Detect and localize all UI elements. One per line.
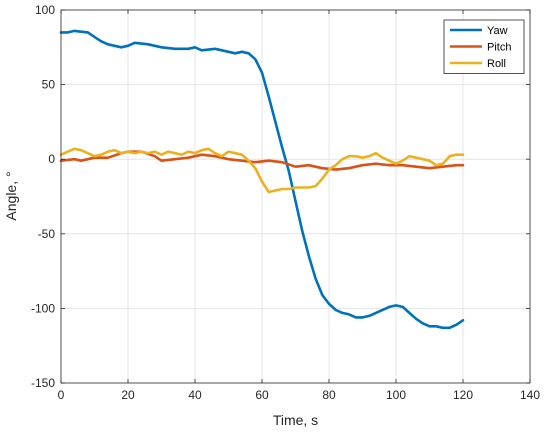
series-line-yaw <box>59 29 465 330</box>
x-tick-labels: 0 20 40 60 80 100 120 140 <box>58 388 541 402</box>
x-tick-label: 20 <box>121 388 135 402</box>
series-line-roll <box>59 147 465 194</box>
series-group <box>59 29 465 330</box>
y-tick-label: 0 <box>48 152 55 166</box>
legend-label-pitch: Pitch <box>487 42 511 54</box>
legend-label-yaw: Yaw <box>487 25 508 37</box>
x-tick-label: 0 <box>58 388 65 402</box>
y-tick-label: 100 <box>35 3 55 17</box>
plot-frame <box>60 9 531 384</box>
x-tick-label: 80 <box>322 388 336 402</box>
x-tick-label: 120 <box>453 388 473 402</box>
y-axis-label: Angle, ° <box>3 171 19 220</box>
x-axis-label: Time, s <box>273 412 318 428</box>
y-tick-label: 50 <box>42 78 56 92</box>
legend: Yaw Pitch Roll <box>443 19 525 74</box>
legend-label-roll: Roll <box>487 58 506 70</box>
x-tick-label: 100 <box>386 388 406 402</box>
x-tick-label: 40 <box>188 388 202 402</box>
y-tick-label: -150 <box>31 376 55 390</box>
y-tick-label: -50 <box>38 227 56 241</box>
x-tick-label: 140 <box>520 388 540 402</box>
x-tick-label: 60 <box>255 388 269 402</box>
y-tick-label: -100 <box>31 301 55 315</box>
y-tick-labels: -150 -100 -50 0 50 100 <box>31 3 55 390</box>
tick-marks <box>60 9 531 384</box>
